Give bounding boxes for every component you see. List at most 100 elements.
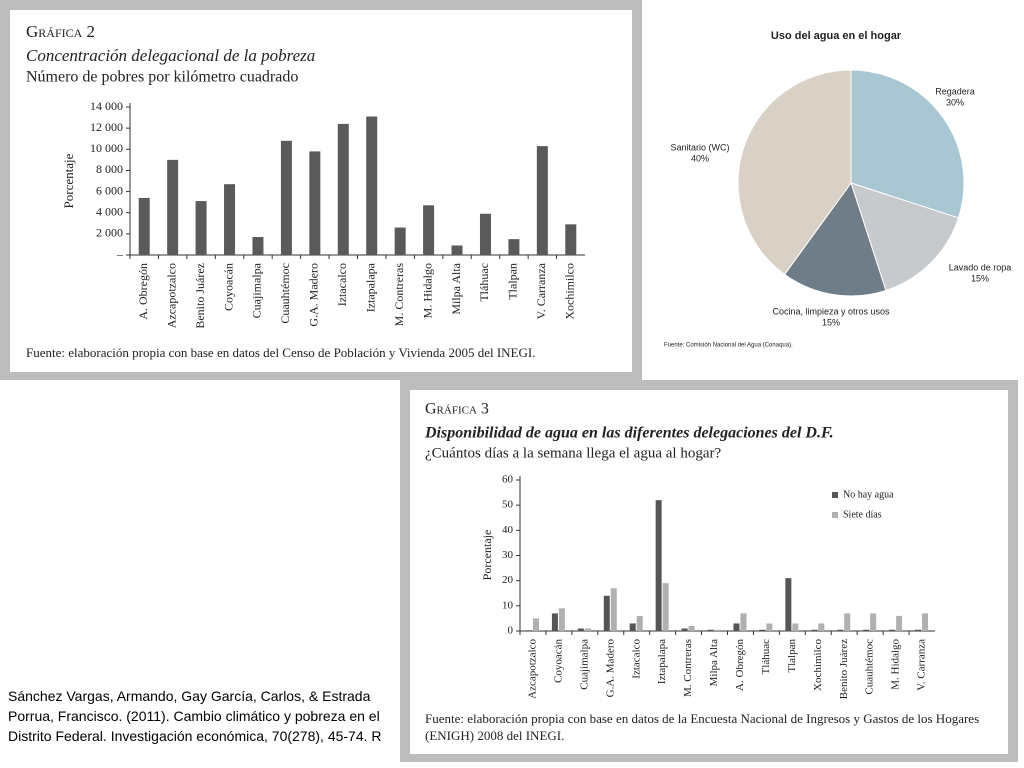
x-tick-label: Azcapotzalco	[527, 639, 539, 699]
bar	[525, 630, 532, 631]
x-tick-label: Xochimilco	[563, 263, 577, 320]
bar	[662, 583, 669, 631]
source: Fuente: elaboración propia con base en d…	[26, 345, 535, 360]
bar	[655, 500, 662, 631]
x-tick-label: G.A. Madero	[307, 263, 321, 327]
x-tick-label: Benito Juárez	[838, 639, 850, 699]
pie-slice	[850, 69, 965, 219]
bar	[811, 629, 818, 631]
x-tick-label: Milpa Alta	[708, 639, 720, 686]
bar	[863, 629, 870, 631]
bar	[610, 588, 617, 631]
y-tick-label: 0	[508, 625, 514, 637]
bar	[629, 623, 636, 631]
x-tick-label: Milpa Alta	[449, 262, 463, 314]
y-tick-label: 4 000	[96, 204, 123, 218]
bar	[603, 595, 610, 631]
x-tick-label: Xochimilco	[812, 639, 824, 691]
bar	[558, 608, 565, 631]
source: Fuente: Comisión Nacional del Agua (Cona…	[664, 343, 793, 349]
y-tick-label: 20	[502, 574, 514, 586]
x-tick-label: M. Hidalgo	[420, 263, 434, 318]
y-tick-label: 40	[502, 524, 514, 536]
bar	[740, 613, 747, 631]
slice-value: 15%	[971, 273, 989, 283]
bar	[766, 623, 773, 631]
y-tick-label: 60	[502, 474, 514, 486]
x-tick-label: Tláhuac	[760, 639, 772, 675]
x-tick-label: A. Obregón	[734, 639, 746, 691]
bar	[451, 245, 463, 255]
bar	[508, 239, 520, 255]
x-tick-label: Benito Juárez	[193, 263, 207, 329]
panel	[10, 10, 632, 372]
bar	[681, 628, 688, 631]
bar	[479, 213, 491, 255]
x-tick-label: Iztapalapa	[656, 639, 668, 684]
chart-title: Gráfica 2	[26, 22, 95, 41]
x-tick-label: Coyoacán	[552, 639, 564, 683]
chart-subtitle: ¿Cuántos días a la semana llega el agua …	[425, 445, 721, 461]
x-tick-label: A. Obregón	[136, 263, 150, 320]
source-box: Fuente: elaboración propia con base en d…	[425, 711, 979, 743]
pie-slice	[737, 69, 852, 276]
x-tick-label: Tláhuac	[477, 263, 491, 302]
bar	[922, 613, 929, 631]
x-tick-label: Coyoacán	[221, 263, 235, 311]
y-tick-label: 12 000	[90, 120, 123, 134]
x-tick-label: M. Contreras	[682, 639, 694, 697]
slice-value: 40%	[691, 153, 709, 163]
y-tick-label: 10	[502, 599, 514, 611]
x-tick-label: Iztacalco	[335, 263, 349, 306]
x-tick-label: V. Carranza	[534, 262, 548, 319]
bar	[844, 613, 851, 631]
bar	[792, 623, 799, 631]
slice-value: 30%	[946, 97, 964, 107]
y-tick-label: 50	[502, 499, 514, 511]
x-tick-label: V. Carranza	[916, 639, 928, 691]
bar	[536, 146, 548, 255]
y-axis-label: Porcentaje	[480, 530, 494, 581]
x-tick-label: Cuauhtémoc	[278, 263, 292, 324]
y-tick-label: 2 000	[96, 226, 123, 240]
bar	[366, 116, 378, 255]
legend-label: Siete días	[843, 509, 882, 520]
x-tick-label: Cuajimalpa	[250, 262, 264, 318]
bar	[551, 613, 558, 631]
bar	[280, 140, 292, 255]
chart-subtitle: Número de pobres por kilómetro cuadrado	[26, 69, 298, 86]
x-tick-label: M. Contreras	[392, 263, 406, 327]
bar	[896, 615, 903, 631]
bar	[532, 618, 539, 631]
slice-label: Sanitario (WC)	[670, 142, 729, 152]
slice-label: Regadera	[935, 86, 975, 96]
pie-slice	[850, 182, 960, 292]
bar	[707, 629, 714, 631]
chart-subtitle: Disponibilidad de agua en las diferentes…	[424, 425, 834, 442]
bar	[688, 625, 695, 631]
x-tick-label: Tlalpan	[506, 263, 520, 300]
slice-label: Lavado de ropa	[949, 262, 1012, 272]
bar	[915, 629, 922, 631]
slice-label: Cocina, limpieza y otros usos	[772, 306, 890, 316]
bar	[337, 123, 349, 256]
bar	[565, 224, 577, 255]
bar	[889, 629, 896, 631]
bar	[837, 629, 844, 631]
bar	[870, 613, 877, 631]
legend-swatch	[832, 512, 838, 518]
x-tick-label: Cuajimalpa	[578, 639, 590, 690]
citation: Sánchez Vargas, Armando, Gay García, Car…	[8, 688, 382, 744]
panel	[410, 390, 1008, 754]
x-tick-label: Iztapalapa	[363, 262, 377, 312]
x-tick-label: G.A. Madero	[604, 639, 616, 698]
bar	[423, 205, 435, 255]
bar	[394, 227, 406, 255]
y-tick-label: 10 000	[90, 141, 123, 155]
y-tick-label: 30	[502, 549, 514, 561]
citation-box: Sánchez Vargas, Armando, Gay García, Car…	[8, 688, 382, 744]
bar	[636, 615, 643, 631]
x-tick-label: Azcapotzalco	[164, 263, 178, 328]
x-tick-label: M. Hidalgo	[890, 639, 902, 690]
x-tick-label: Iztacalco	[630, 639, 642, 679]
